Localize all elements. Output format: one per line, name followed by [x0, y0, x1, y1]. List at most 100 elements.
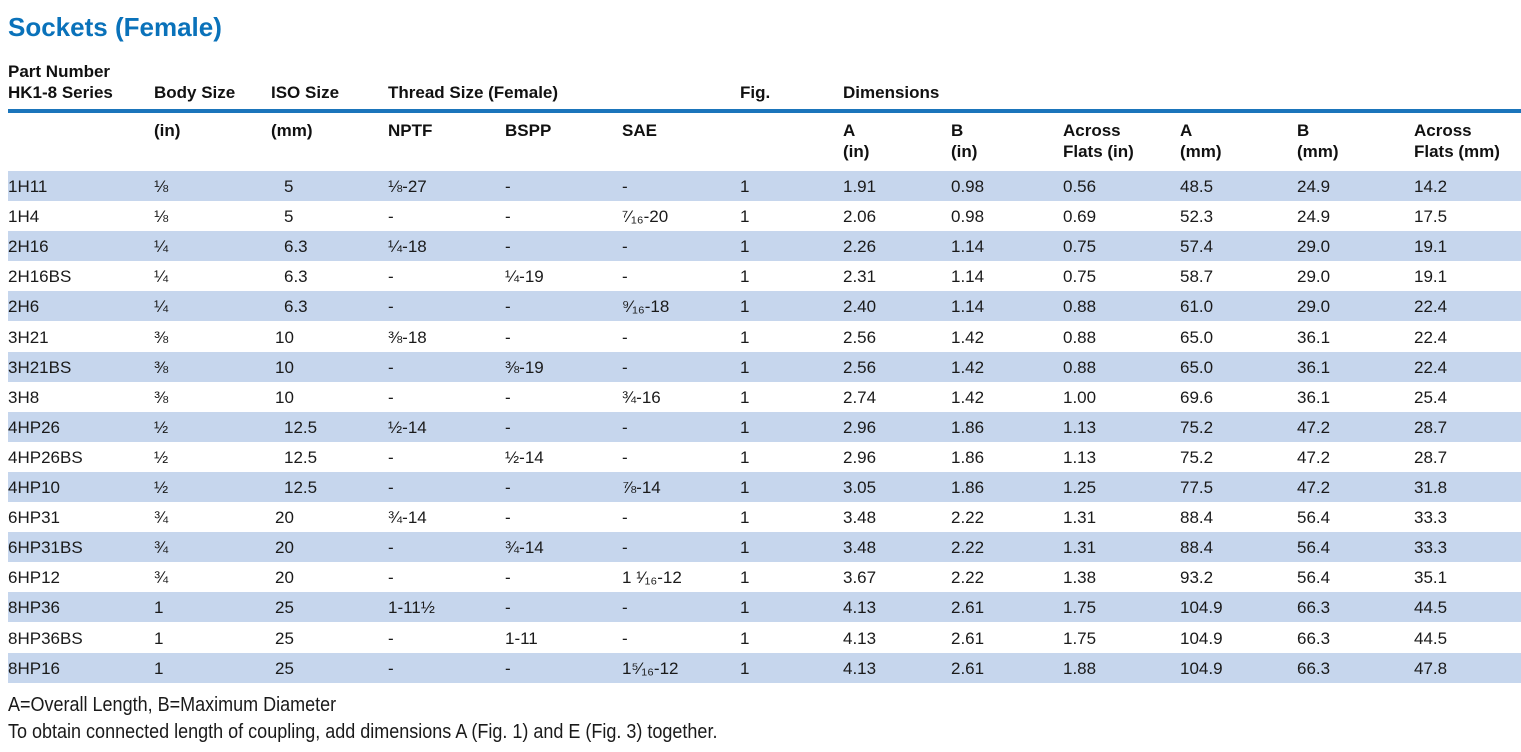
subheader: NPTF: [388, 121, 433, 140]
table-cell: 1: [740, 357, 750, 377]
table-cell: 19.1: [1414, 237, 1448, 257]
table-cell: 1: [740, 447, 750, 467]
table-cell: 52.3: [1180, 207, 1214, 227]
table-cell: ¼: [154, 237, 169, 257]
table-row: [8, 652, 1521, 684]
table-cell: 25: [275, 628, 294, 648]
table-cell: ¼-18: [388, 237, 427, 257]
table-cell: 77.5: [1180, 478, 1214, 497]
table-cell: 66.3: [1297, 598, 1331, 618]
table-cell: 1.86: [951, 447, 985, 467]
table-cell: 1⁵⁄₁₆-12: [622, 658, 679, 678]
table-cell: 1.25: [1063, 478, 1097, 497]
table-cell: 1.42: [951, 327, 985, 347]
table-row: [8, 231, 1521, 263]
table-cell: ⅛: [154, 207, 169, 227]
note: To obtain connected length of coupling, …: [8, 721, 718, 743]
table-cell: 1: [154, 628, 164, 648]
table-cell: 1: [740, 417, 750, 437]
table-cell: -: [622, 447, 628, 467]
table-cell: -: [388, 658, 394, 678]
table-cell: ¼: [154, 267, 169, 287]
table-cell: 1: [740, 538, 750, 558]
table-cell: 1.75: [1063, 598, 1097, 618]
table-cell: 1.31: [1063, 538, 1097, 558]
table-cell: 2.56: [843, 357, 877, 377]
table-cell: 1: [740, 177, 750, 196]
table-cell: 24.9: [1297, 207, 1331, 227]
table-cell: 1: [740, 327, 750, 347]
table-cell: 6HP12: [8, 568, 60, 588]
subheader: (in): [951, 142, 978, 161]
table-cell: 3H21: [8, 327, 49, 347]
table-cell: 61.0: [1180, 297, 1214, 317]
table-cell: 57.4: [1180, 237, 1214, 257]
table-cell: ¾: [154, 568, 169, 588]
table-row: [8, 441, 1521, 473]
table-cell: 6.3: [284, 267, 308, 287]
table-cell: 2.40: [843, 297, 877, 317]
table-cell: 10: [275, 327, 294, 347]
table-cell: 0.69: [1063, 207, 1097, 227]
table-cell: ½: [154, 447, 169, 467]
table-cell: ¼-19: [505, 267, 544, 287]
table-cell: -: [622, 628, 628, 648]
table-cell: 1.13: [1063, 417, 1097, 437]
table-cell: -: [505, 387, 511, 407]
subheader: A: [1180, 121, 1193, 140]
table-cell: 0.88: [1063, 297, 1097, 317]
table-cell: 31.8: [1414, 478, 1448, 497]
title: Sockets (Female): [8, 12, 222, 42]
table-cell: 1.13: [1063, 447, 1097, 467]
table-cell: 1.14: [951, 237, 985, 257]
table-cell: ⅜-18: [388, 327, 427, 347]
subheader: (mm): [1180, 142, 1222, 161]
table-cell: -: [388, 568, 394, 588]
table-cell: 1: [740, 387, 750, 407]
table-cell: -: [388, 447, 394, 467]
table-cell: 4HP10: [8, 478, 60, 497]
table-cell: 1.86: [951, 478, 985, 497]
table-cell: -: [388, 387, 394, 407]
table-cell: 1.75: [1063, 628, 1097, 648]
table-cell: 66.3: [1297, 658, 1331, 678]
table-cell: 56.4: [1297, 538, 1331, 558]
table-cell: 1.42: [951, 357, 985, 377]
table-cell: 36.1: [1297, 357, 1331, 377]
table-cell: ¾-14: [505, 538, 544, 558]
table-row: [8, 261, 1521, 293]
table-cell: 3H8: [8, 387, 40, 407]
subheader: Across: [1414, 121, 1472, 140]
table-cell: 1H11: [8, 177, 48, 196]
table-cell: 12.5: [284, 417, 318, 437]
table-cell: 35.1: [1414, 568, 1448, 588]
table-cell: 44.5: [1414, 628, 1448, 648]
table-cell: 1: [154, 598, 164, 618]
table-cell: 2.96: [843, 447, 877, 467]
table-cell: 47.2: [1297, 417, 1331, 437]
header: Thread Size (Female): [388, 83, 559, 102]
table-row: [8, 291, 1521, 323]
subheader: (in): [154, 121, 181, 140]
table-cell: 88.4: [1180, 508, 1214, 528]
table-cell: 1: [740, 237, 750, 257]
table-row: [8, 622, 1521, 654]
table-cell: 4.13: [843, 628, 877, 648]
table-cell: ½-14: [505, 447, 544, 467]
table-cell: ⅛-27: [388, 177, 427, 196]
table-cell: 1-11: [505, 628, 538, 648]
table-cell: -: [388, 538, 394, 558]
table-cell: -: [388, 267, 394, 287]
table-cell: 1.14: [951, 297, 985, 317]
table-cell: 1.88: [1063, 658, 1097, 678]
table-row: [8, 201, 1521, 233]
table-cell: 56.4: [1297, 508, 1331, 528]
table-cell: 47.2: [1297, 478, 1331, 497]
table-cell: -: [388, 207, 394, 227]
table-cell: ⅜: [154, 387, 169, 407]
table-row: [8, 411, 1521, 443]
table-cell: -: [505, 478, 511, 497]
subheader: (mm): [271, 121, 313, 140]
table-cell: 2.22: [951, 568, 985, 588]
